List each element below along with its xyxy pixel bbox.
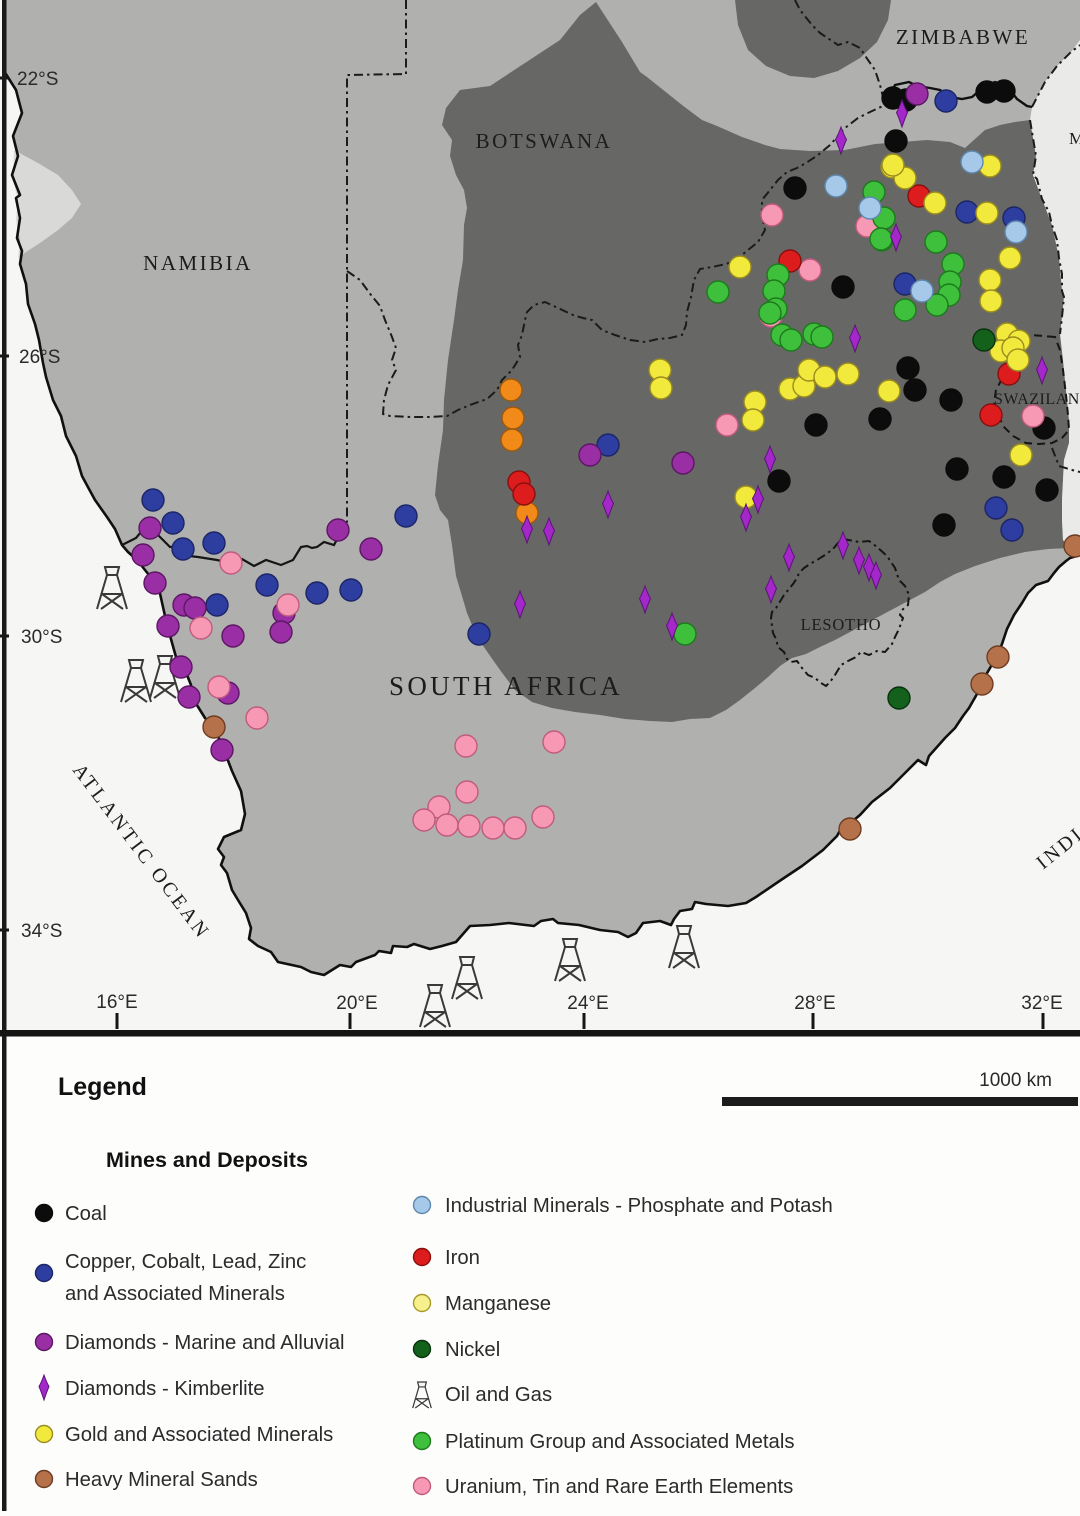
svg-text:Manganese: Manganese — [445, 1293, 551, 1315]
svg-text:24°E: 24°E — [567, 993, 608, 1014]
svg-text:Copper, Cobalt, Lead, Zinc: Copper, Cobalt, Lead, Zinc — [65, 1251, 306, 1273]
svg-text:Oil and Gas: Oil and Gas — [445, 1384, 552, 1406]
svg-text:1000 km: 1000 km — [979, 1070, 1052, 1091]
svg-text:Mines and Deposits: Mines and Deposits — [106, 1148, 308, 1172]
svg-text:SOUTH AFRICA: SOUTH AFRICA — [389, 671, 623, 701]
svg-text:30°S: 30°S — [21, 627, 62, 648]
svg-text:Legend: Legend — [58, 1073, 147, 1101]
svg-text:ZIMBABWE: ZIMBABWE — [896, 25, 1030, 49]
svg-text:SWAZILAND: SWAZILAND — [994, 391, 1080, 408]
svg-text:32°E: 32°E — [1021, 993, 1062, 1014]
svg-text:22°S: 22°S — [17, 69, 58, 90]
svg-text:Diamonds - Marine and Alluvial: Diamonds - Marine and Alluvial — [65, 1332, 345, 1354]
svg-text:Gold and Associated Minerals: Gold and Associated Minerals — [65, 1424, 333, 1446]
svg-text:Coal: Coal — [65, 1203, 107, 1225]
svg-text:MOZAMBIQUE: MOZAMBIQUE — [1069, 129, 1080, 148]
svg-text:20°E: 20°E — [336, 993, 377, 1014]
svg-text:16°E: 16°E — [96, 992, 137, 1013]
svg-text:Heavy Mineral Sands: Heavy Mineral Sands — [65, 1469, 258, 1491]
svg-text:Iron: Iron — [445, 1247, 480, 1269]
svg-text:Uranium, Tin and Rare Earth El: Uranium, Tin and Rare Earth Elements — [445, 1476, 793, 1498]
svg-text:26°S: 26°S — [19, 347, 60, 368]
svg-text:Industrial Minerals - Phosphat: Industrial Minerals - Phosphate and Pota… — [445, 1195, 833, 1217]
svg-text:34°S: 34°S — [21, 921, 62, 942]
svg-text:Nickel: Nickel — [445, 1339, 500, 1361]
svg-text:Platinum Group and Associated: Platinum Group and Associated Metals — [445, 1431, 794, 1453]
svg-text:and Associated Minerals: and Associated Minerals — [65, 1283, 285, 1305]
svg-text:Diamonds - Kimberlite: Diamonds - Kimberlite — [65, 1378, 265, 1400]
svg-text:LESOTHO: LESOTHO — [801, 615, 882, 634]
svg-text:BOTSWANA: BOTSWANA — [476, 129, 613, 153]
svg-text:28°E: 28°E — [794, 993, 835, 1014]
svg-text:NAMIBIA: NAMIBIA — [143, 251, 253, 275]
